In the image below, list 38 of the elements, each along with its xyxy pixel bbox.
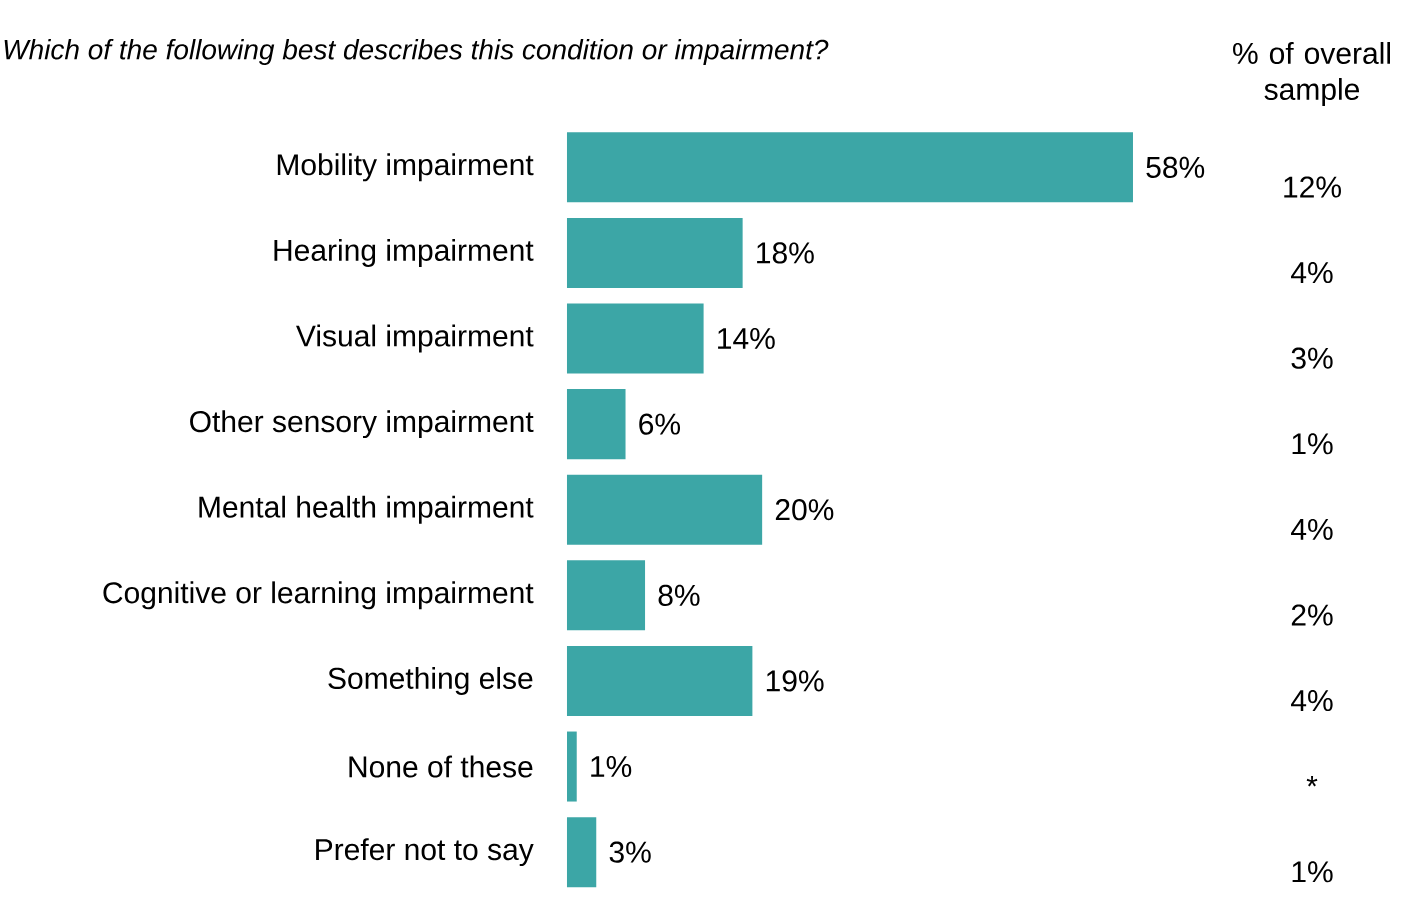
y-tick-label: Mental health impairment [199,495,534,524]
y-tick-label: Something else [328,666,533,695]
text: 1% [1292,433,1333,455]
bar [566,645,753,716]
data-label: 58% [1146,156,1205,178]
text: 4% [1291,690,1333,712]
text: 2% [1291,604,1333,626]
text: % of overall sample [1233,42,1390,106]
text: * [1306,775,1318,787]
bar [566,731,577,802]
y-tick-label: Hearing impairment [274,238,534,267]
bar [566,560,646,631]
y-tick-label: None of these [349,755,533,778]
data-label: 1% [591,756,632,778]
bar [566,389,626,460]
chart-title: Which of the following best describes this condition or impairment? [4,38,829,66]
bar [566,817,597,888]
text: 3% [1291,347,1333,369]
data-label: 6% [639,413,681,435]
data-label: 3% [609,841,651,863]
y-tick-label: Mobility impairment [277,153,534,182]
data-label: 19% [766,670,824,692]
data-label: 18% [757,242,814,264]
y-tick-label: Other sensory impairment [190,410,534,439]
text: 12% [1284,176,1341,198]
bar [566,132,1133,203]
y-tick-label: Visual impairment [296,324,534,353]
text: 4% [1291,518,1333,540]
data-label: 8% [658,584,700,606]
text: 1% [1292,861,1333,883]
bar [566,217,743,288]
y-tick-label: Cognitive or learning impairment [103,581,534,610]
data-label: 20% [775,499,834,521]
y-tick-label: Prefer not to say [316,838,534,867]
bar [566,303,704,374]
bar [566,474,763,545]
data-label: 14% [718,328,775,350]
text: 4% [1291,262,1333,284]
